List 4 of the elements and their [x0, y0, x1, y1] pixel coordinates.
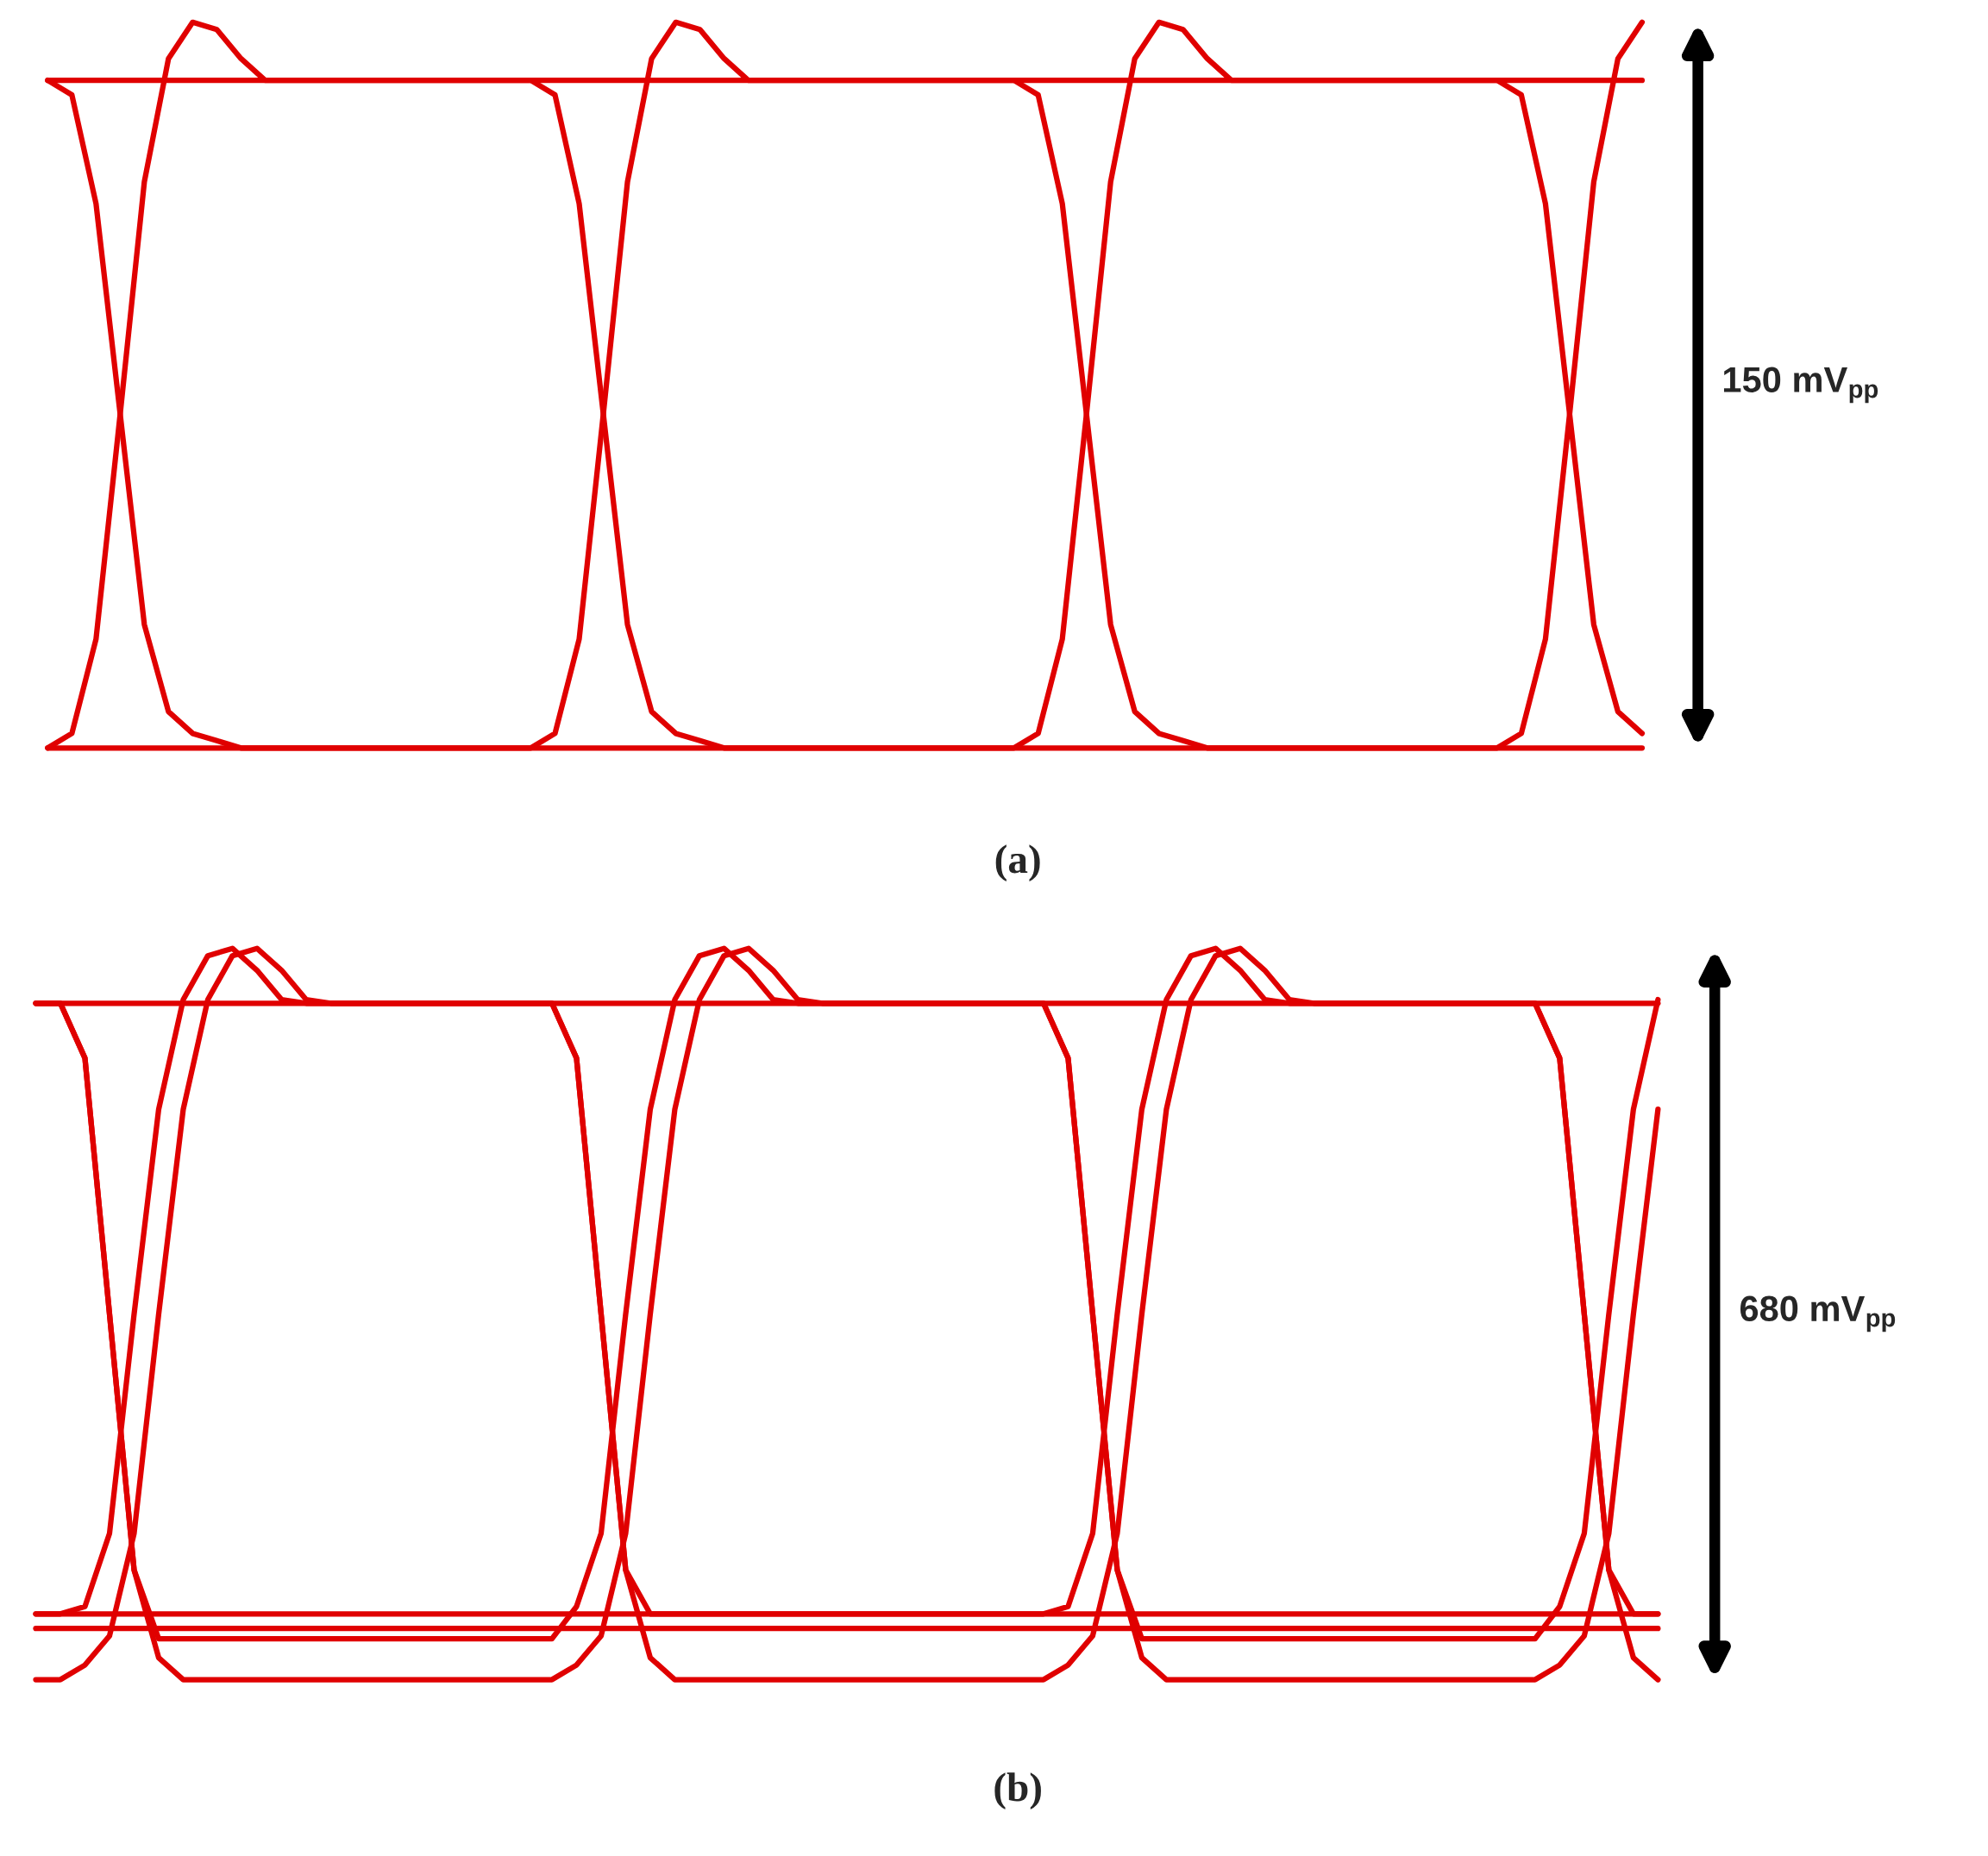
text: (b): [994, 1772, 1041, 1810]
text: 680 mV$_{pp}$: [1740, 1295, 1896, 1332]
text: (a): [995, 844, 1040, 882]
text: 150 mV$_{pp}$: [1723, 367, 1878, 404]
